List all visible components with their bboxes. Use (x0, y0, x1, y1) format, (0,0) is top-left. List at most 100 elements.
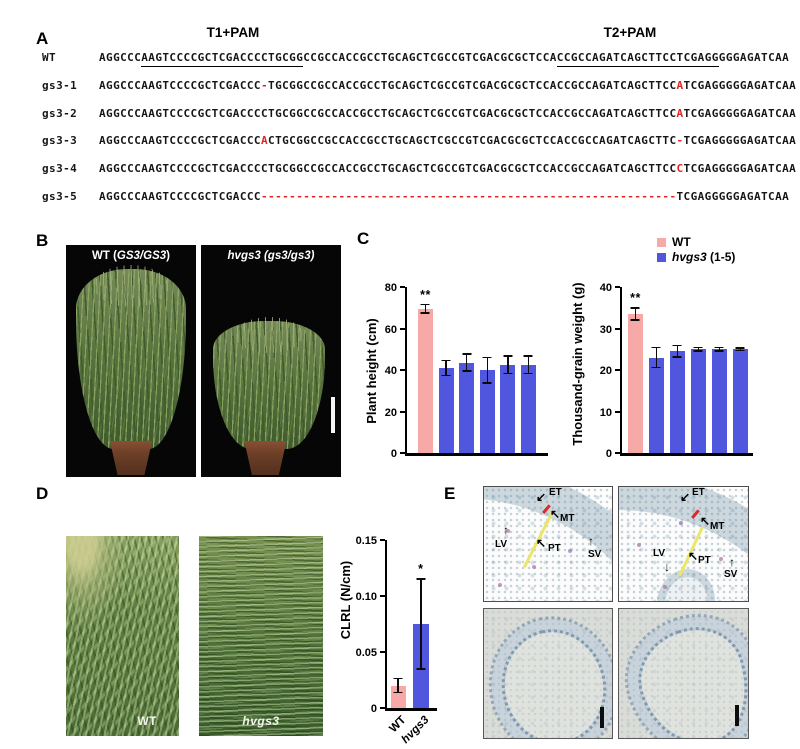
error-bar (697, 346, 700, 352)
y-tick-label: 0.05 (355, 647, 377, 659)
bar-hvgs3-3 (479, 370, 495, 453)
stem-ring (484, 609, 612, 738)
bar-WT (628, 313, 643, 453)
y-tick-label: 40 (384, 365, 397, 377)
bar-hvgs3-4 (500, 364, 516, 453)
legend-entry-hvgs3: hvgs3 (1-5) (657, 250, 735, 264)
legend-label-hvgs3-suffix: (1-5) (706, 250, 736, 264)
y-tick (615, 410, 620, 413)
y-tick (615, 452, 620, 454)
panel-b-label: B (36, 231, 49, 250)
bar-hvgs3-5 (733, 349, 748, 453)
photo-caption-wt: WT (GS3/GS3) (92, 250, 170, 262)
bar-WT (418, 308, 433, 453)
bar-hvgs3-3 (691, 349, 706, 453)
y-tick (380, 707, 385, 709)
y-tick (400, 410, 405, 413)
y-tick (615, 369, 620, 371)
label-lv-right: LV (653, 548, 666, 559)
error-bar (397, 677, 400, 694)
legend-entry-wt: WT (657, 235, 691, 249)
y-tick-label: 40 (599, 282, 612, 294)
hvgs3-plant-spikes (235, 317, 303, 353)
significance-mark: ** (630, 290, 641, 305)
y-tick-label: 0 (605, 448, 612, 460)
legend-label-wt: WT (672, 235, 691, 249)
y-tick-label: 30 (599, 323, 612, 336)
legend-swatch-wt (657, 238, 666, 247)
et-arrow-icon: ↙ (536, 490, 547, 504)
y-tick (400, 369, 405, 371)
label-sv-right: SV (724, 569, 738, 580)
error-bar (676, 344, 679, 358)
label-mt: MT (560, 513, 575, 524)
error-bar (424, 303, 427, 314)
label-pt-right: PT (698, 555, 711, 566)
hvgs3-plant-pot (244, 441, 287, 475)
pt-arrow-right-icon: ↖ (688, 549, 699, 563)
sequence-row-gs3-1: gs3-1 AGGCCCAAGTCCCCGCTCGACCC-TGCGGCCGCCA… (42, 78, 797, 92)
legend-swatch-hvgs3 (657, 253, 666, 262)
legend-label-hvgs3: hvgs3 (672, 250, 707, 264)
error-bar (465, 353, 468, 373)
y-tick (615, 286, 620, 288)
significance-mark: * (418, 562, 424, 577)
label-mt-right: MT (710, 521, 725, 532)
y-tick-label: 10 (599, 406, 612, 419)
panel-a-label: A (36, 29, 49, 48)
mt-arrow-icon: ↖ (550, 507, 561, 521)
y-tick (380, 651, 385, 653)
lv-arrow-icon: ↑ (503, 523, 509, 537)
wt-plant-pot (109, 441, 153, 475)
significance-mark: ** (420, 287, 431, 302)
error-bar (634, 306, 637, 322)
bar-hvgs3-1 (649, 357, 664, 453)
panel-e-label: E (444, 484, 456, 503)
photo-hvgs3-plant: hvgs3 (gs3/gs3) (201, 245, 341, 477)
scale-bar (599, 707, 604, 728)
scale-bar (734, 705, 739, 726)
label-et-right: ET (692, 487, 705, 498)
bar-hvgs3-5 (521, 364, 536, 453)
target1-pam-label: T1+PAM (206, 25, 260, 40)
sequence-row-gs3-2: gs3-2 AGGCCCAAGTCCCCGCTCGACCCCTGCGGCCGCCA… (42, 106, 797, 120)
y-tick (400, 327, 405, 330)
lv-arrow-right-icon: ↓ (664, 560, 670, 574)
y-tick-label: 20 (599, 365, 612, 377)
clrl-chart: 0 0.05 0.10 0.15 WT * hvgs3 (356, 535, 437, 746)
sequence-row-gs3-3: gs3-3 AGGCCCAAGTCCCCGCTCGACCCACTGCGGCCGCC… (42, 134, 797, 148)
et-arrow-right-icon: ↙ (680, 490, 691, 504)
tissue-band (619, 487, 748, 601)
y-tick (400, 452, 405, 454)
y-tick-label: 0 (370, 703, 377, 715)
error-bar (655, 346, 658, 369)
grain-weight-chart: 0 10 20 30 40 ** (600, 282, 753, 460)
field-caption-hvgs3: hvgs3 (242, 714, 280, 728)
scale-bar (330, 397, 335, 433)
sv-arrow-icon: ↑ (588, 534, 594, 548)
error-bar (419, 578, 422, 670)
error-bar (739, 347, 742, 352)
error-bar (718, 346, 721, 352)
bar-hvgs3-2 (459, 362, 475, 453)
bar-hvgs3-4 (712, 349, 727, 453)
y-tick-label: 0.15 (355, 535, 377, 547)
sequence-row-gs3-5: gs3-5 AGGCCCAAGTCCCCGCTCGACCC------------… (42, 190, 790, 203)
stem-ring (619, 609, 748, 738)
mt-arrow-right-icon: ↖ (700, 514, 711, 528)
label-sv: SV (588, 549, 602, 560)
error-bar (527, 355, 530, 375)
y-tick (380, 539, 385, 541)
sequence-row-WT: WT AGGCCCAAGTCCCCGCTCGACCCCTGCGGCCGCCACCG… (0, 51, 789, 67)
panel-d-label: D (36, 484, 49, 503)
field-caption-wt: WT (137, 714, 157, 728)
y-tick-label: 80 (384, 282, 397, 294)
photo-wt-field: WT (66, 536, 179, 736)
y-tick-label: 60 (384, 323, 397, 336)
tissue-band (484, 487, 612, 601)
y-tick-label: 20 (384, 406, 397, 419)
wt-plant-spikes (94, 265, 168, 307)
y-tick (615, 327, 620, 330)
y-tick (380, 595, 385, 597)
photo-caption-hvgs3: hvgs3 (gs3/gs3) (227, 250, 315, 262)
